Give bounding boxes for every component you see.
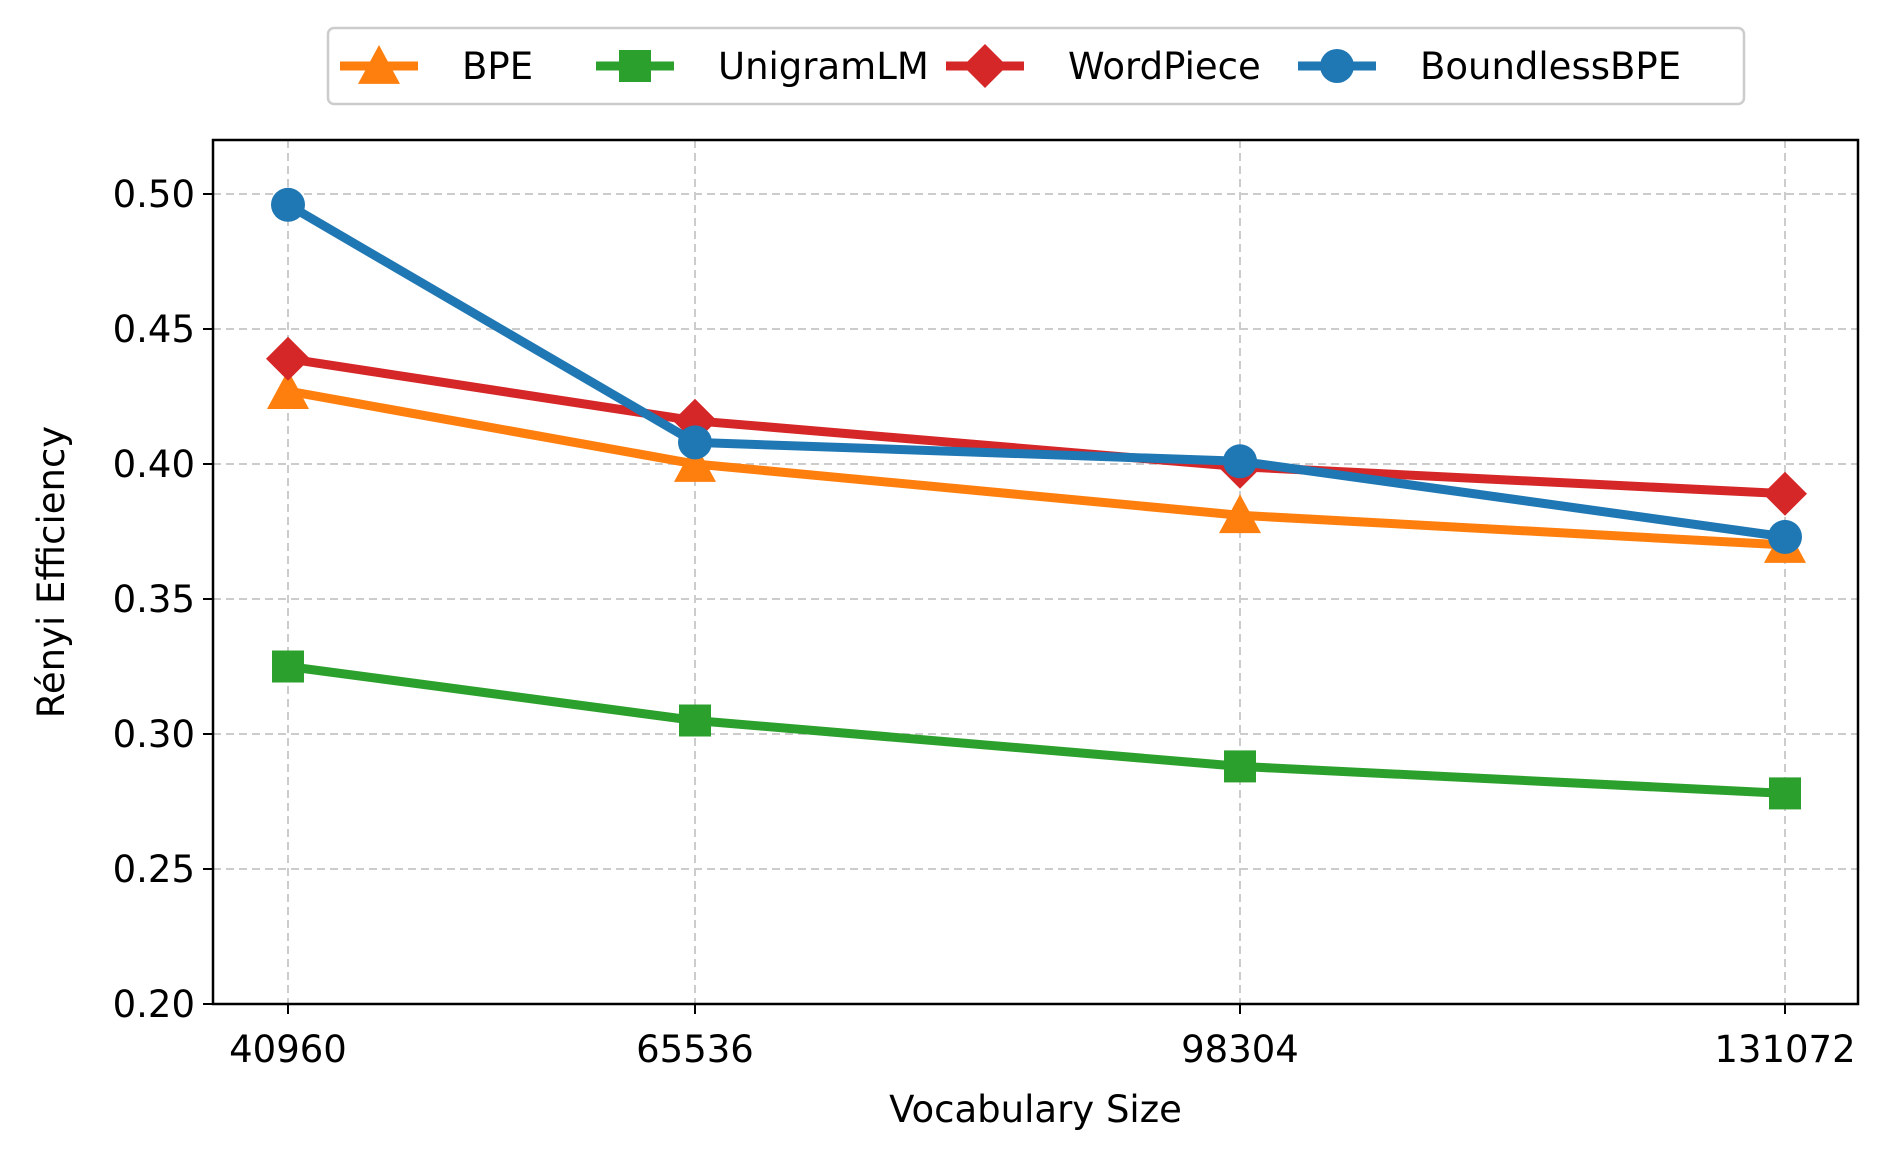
y-tick-label: 0.50 [113,173,195,216]
y-tick-label: 0.30 [113,713,195,756]
legend-swatch-marker [1320,49,1354,83]
series-line-unigramlm [283,662,1790,798]
legend-entry-bpe: BPE [340,45,533,88]
legend-box [326,26,1746,106]
legend-swatch-marker [963,44,1007,88]
data-point-boundlessbpe-40960 [271,187,305,222]
y-tick-label: 0.20 [113,983,195,1026]
legend-entry-wordpiece: WordPiece [946,44,1261,88]
data-point-unigramlm-65536 [679,704,711,737]
y-tick-label: 0.35 [113,578,195,621]
data-point-unigramlm-40960 [272,650,304,683]
legend-label-unigramlm: UnigramLM [718,45,929,88]
legend: BPE UnigramLM WordPiece BoundlessBPE [326,26,1746,106]
data-point-boundlessbpe-98304 [1223,444,1257,479]
y-axis-title: Rényi Efficiency [30,426,73,718]
legend-label-boundlessbpe: BoundlessBPE [1420,45,1681,88]
legend-swatch-marker [619,50,651,82]
data-point-boundlessbpe-131072 [1768,519,1802,554]
x-tick-label: 40960 [229,1028,347,1071]
x-tick-label: 131072 [1714,1028,1855,1071]
data-point-unigramlm-98304 [1224,750,1256,783]
data-point-bpe-40960 [267,370,309,409]
legend-entry-unigramlm: UnigramLM [596,45,929,88]
data-point-wordpiece-131072 [1763,471,1807,516]
data-point-unigramlm-131072 [1769,777,1801,810]
series-line-boundlessbpe [283,200,1790,542]
x-tick-label: 65536 [636,1028,754,1071]
plot-frame [211,138,1860,1006]
x-axis-title: Vocabulary Size [889,1088,1182,1131]
series-bpe [267,370,1806,563]
legend-label-wordpiece: WordPiece [1068,45,1261,88]
series-line-wordpiece [283,354,1790,499]
data-point-bpe-98304 [1219,494,1261,534]
series-layer [266,187,1807,810]
legend-swatch-marker [358,45,400,84]
y-tick-label: 0.25 [113,848,195,891]
data-point-wordpiece-40960 [266,336,310,381]
ticks: 40960 65536 98304 131072 0.20 0.25 0.30 0.35 0.4… [113,173,1856,1071]
series-boundlessbpe [271,187,1802,554]
y-tick-label: 0.40 [113,443,195,486]
data-point-boundlessbpe-65536 [678,425,712,460]
legend-label-bpe: BPE [462,45,533,88]
legend-entry-boundlessbpe: BoundlessBPE [1298,45,1681,88]
data-point-bpe-65536 [674,443,716,482]
series-line-bpe [283,386,1790,550]
x-tick-label: 98304 [1181,1028,1299,1071]
y-tick-label: 0.45 [113,308,195,351]
series-unigramlm [272,650,1801,810]
